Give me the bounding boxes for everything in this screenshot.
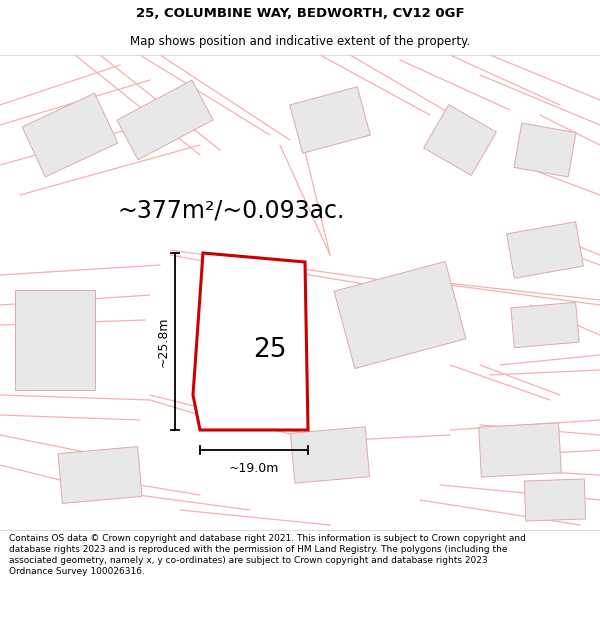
Polygon shape — [506, 222, 583, 278]
Polygon shape — [58, 447, 142, 503]
Text: Contains OS data © Crown copyright and database right 2021. This information is : Contains OS data © Crown copyright and d… — [9, 534, 526, 576]
Polygon shape — [15, 290, 95, 390]
Polygon shape — [290, 87, 370, 153]
Polygon shape — [290, 427, 370, 483]
Text: ~377m²/~0.093ac.: ~377m²/~0.093ac. — [118, 198, 346, 222]
Polygon shape — [514, 123, 576, 177]
Text: ~19.0m: ~19.0m — [229, 461, 279, 474]
Polygon shape — [524, 479, 586, 521]
Polygon shape — [479, 423, 561, 477]
Polygon shape — [117, 80, 213, 160]
Text: 25, COLUMBINE WAY, BEDWORTH, CV12 0GF: 25, COLUMBINE WAY, BEDWORTH, CV12 0GF — [136, 8, 464, 20]
Text: ~25.8m: ~25.8m — [157, 316, 170, 367]
Text: 25: 25 — [253, 337, 287, 363]
Polygon shape — [193, 253, 308, 430]
Polygon shape — [22, 93, 118, 177]
Polygon shape — [424, 104, 496, 176]
Polygon shape — [511, 302, 579, 348]
Text: Map shows position and indicative extent of the property.: Map shows position and indicative extent… — [130, 35, 470, 48]
Polygon shape — [334, 261, 466, 369]
